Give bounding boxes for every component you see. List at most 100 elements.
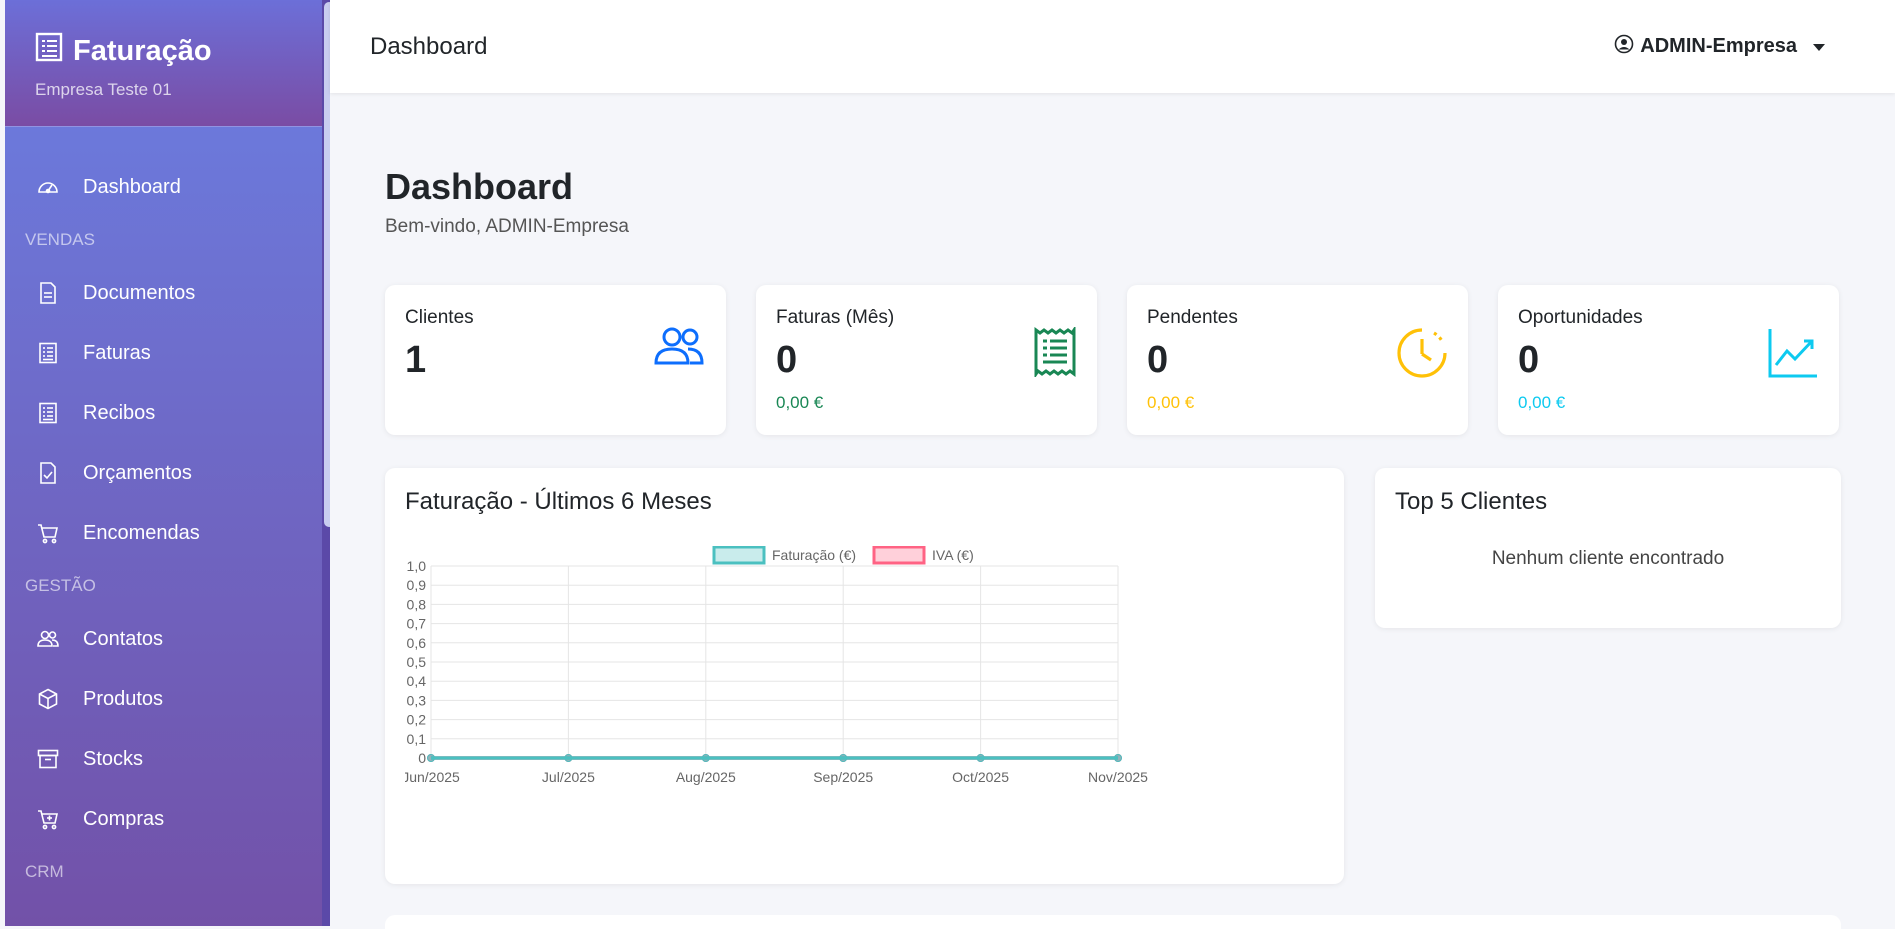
revenue-chart-card: Faturação - Últimos 6 Meses Faturação (€… [385, 468, 1344, 884]
legend-label: IVA (€) [932, 547, 974, 563]
stat-amount: 0,00 € [776, 393, 824, 412]
stat-value: 0 [776, 339, 798, 381]
sidebar-nav: Dashboard VENDAS Documentos Faturas Recibos O… [5, 127, 330, 895]
clock-icon [1396, 327, 1448, 384]
sidebar-item-label: Produtos [83, 687, 164, 710]
page-subtitle: Bem-vindo, ADMIN-Empresa [385, 216, 629, 237]
data-point [701, 754, 710, 762]
stat-card-oportunidades: Oportunidades 0 0,00 € [1498, 285, 1839, 435]
sidebar-item-label: Dashboard [83, 175, 181, 198]
main-content: Dashboard Bem-vindo, ADMIN-Empresa Clien… [385, 166, 1841, 929]
archive-icon [37, 748, 59, 770]
y-tick-label: 0,4 [407, 673, 427, 689]
sidebar-item-orcamentos[interactable]: Orçamentos [5, 443, 330, 503]
sidebar-item-encomendas[interactable]: Encomendas [5, 503, 330, 563]
sidebar-item-recibos[interactable]: Recibos [5, 383, 330, 443]
y-tick-label: 0,3 [407, 692, 427, 708]
sidebar-item-label: Documentos [83, 281, 196, 304]
stat-amount: 0,00 € [1147, 393, 1195, 412]
next-card-edge [385, 915, 1841, 929]
box-icon [37, 688, 59, 710]
cart-plus-icon [37, 808, 59, 830]
brand-title: Faturação [73, 34, 212, 67]
stat-card-clientes: Clientes 1 [385, 285, 726, 435]
x-tick-label: Aug/2025 [676, 769, 736, 785]
x-tick-label: Jul/2025 [542, 769, 595, 785]
chart-card-title: Faturação - Últimos 6 Meses [405, 488, 712, 515]
sidebar-item-label: Faturas [83, 341, 151, 364]
stat-value: 0 [1518, 339, 1540, 381]
legend-label: Faturação (€) [772, 547, 856, 563]
page-title: Dashboard [385, 166, 574, 207]
data-point [1114, 754, 1122, 762]
y-tick-label: 0,8 [407, 596, 427, 612]
sidebar-item-label: Orçamentos [83, 461, 192, 484]
y-tick-label: 0,5 [407, 654, 427, 670]
data-point [564, 754, 573, 762]
x-tick-label: Nov/2025 [1088, 769, 1148, 785]
sidebar-item-label: Recibos [83, 401, 156, 424]
stat-value: 0 [1147, 339, 1169, 381]
stat-amount: 0,00 € [1518, 393, 1566, 412]
y-tick-label: 0,2 [407, 712, 427, 728]
sidebar-item-label: Encomendas [83, 521, 200, 544]
y-tick-label: 1,0 [407, 558, 427, 574]
x-tick-label: Oct/2025 [952, 769, 1009, 785]
people-icon [37, 628, 59, 650]
sidebar-item-label: Stocks [83, 747, 144, 770]
sidebar-item-documentos[interactable]: Documentos [5, 263, 330, 323]
y-tick-label: 0,9 [407, 577, 427, 593]
sidebar: Faturação Empresa Teste 01 Dashboard VEND… [5, 0, 330, 926]
x-tick-label: Jun/2025 [405, 769, 460, 785]
stat-label: Oportunidades [1518, 307, 1643, 328]
sidebar-item-dashboard[interactable]: Dashboard [5, 157, 330, 217]
document-icon [37, 282, 59, 304]
topbar: Dashboard ADMIN-Empresa [330, 0, 1895, 93]
sidebar-item-contatos[interactable]: Contatos [5, 609, 330, 669]
sidebar-item-produtos[interactable]: Produtos [5, 669, 330, 729]
receipt-icon [1033, 325, 1077, 382]
sidebar-item-compras[interactable]: Compras [5, 789, 330, 849]
legend-swatch [872, 546, 926, 565]
data-point [976, 754, 985, 762]
top5-title: Top 5 Clientes [1395, 488, 1548, 515]
sidebar-item-label: Contatos [83, 627, 164, 650]
sidebar-item-faturas[interactable]: Faturas [5, 323, 330, 383]
receipt-icon [37, 402, 59, 424]
top5-clients-card: Top 5 Clientes Nenhum cliente encontrado [1375, 468, 1841, 628]
sidebar-item-stocks[interactable]: Stocks [5, 729, 330, 789]
sidebar-section-gestão: GESTÃO [25, 576, 96, 595]
revenue-line-chart: Faturação (€) IVA (€) 0 0,1 0,2 0,3 0,4 0,5 0,6 0… [405, 546, 1148, 785]
empty-state-message: Nenhum cliente encontrado [1491, 548, 1725, 569]
stats-row: Clientes 1 Faturas (Mês) 0 0,00 € Penden… [385, 285, 1839, 435]
y-tick-label: 0 [418, 750, 426, 766]
sidebar-section-crm: CRM [25, 862, 64, 881]
stat-value: 1 [405, 339, 427, 381]
data-point [839, 754, 848, 762]
topbar-title: Dashboard [370, 32, 488, 60]
file-check-icon [37, 462, 59, 484]
caret-down-icon [1813, 35, 1825, 58]
user-name: ADMIN-Empresa [1640, 35, 1797, 57]
x-tick-label: Sep/2025 [813, 769, 873, 785]
y-tick-label: 0,1 [407, 731, 427, 747]
sidebar-item-label: Compras [83, 807, 165, 830]
user-menu-dropdown[interactable]: ADMIN-Empresa [1614, 34, 1825, 60]
sidebar-section-vendas: VENDAS [25, 230, 95, 249]
stat-label: Clientes [405, 307, 474, 328]
data-point [427, 754, 435, 762]
y-tick-label: 0,6 [407, 635, 427, 651]
receipt-icon [37, 342, 59, 364]
graph-up-icon [1767, 327, 1819, 384]
people-icon [652, 325, 706, 374]
stat-card-faturas-mes: Faturas (Mês) 0 0,00 € [756, 285, 1097, 435]
stat-label: Pendentes [1147, 307, 1238, 328]
brand-subtitle: Empresa Teste 01 [35, 80, 172, 99]
legend-swatch [712, 546, 766, 565]
y-tick-label: 0,7 [407, 616, 427, 632]
stat-card-pendentes: Pendentes 0 0,00 € [1127, 285, 1468, 435]
stat-label: Faturas (Mês) [776, 307, 895, 328]
sidebar-scrollbar-thumb[interactable] [324, 2, 330, 527]
brand: Faturação Empresa Teste 01 [5, 0, 330, 127]
person-circle-icon [1614, 34, 1634, 60]
